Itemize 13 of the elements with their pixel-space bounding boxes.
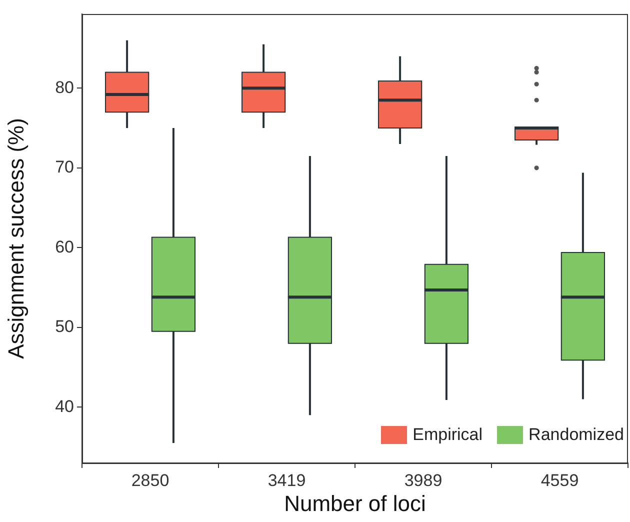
y-tick-label: 40	[55, 396, 74, 416]
x-tick-label: 3989	[404, 470, 442, 490]
y-tick-label: 50	[55, 317, 74, 336]
x-tick-label: 4559	[540, 470, 579, 490]
y-tick-label: 80	[55, 78, 74, 97]
y-tick-label: 60	[55, 237, 74, 256]
y-tick-label: 70	[55, 158, 74, 177]
legend-label: Randomized	[528, 425, 624, 445]
x-tick-label: 3419	[268, 470, 306, 490]
x-axis-title: Number of loci	[284, 490, 426, 516]
legend-label: Empirical	[412, 425, 483, 445]
x-tick-label: 2850	[131, 470, 170, 490]
y-axis-title: Assignment success (%)	[3, 118, 28, 359]
